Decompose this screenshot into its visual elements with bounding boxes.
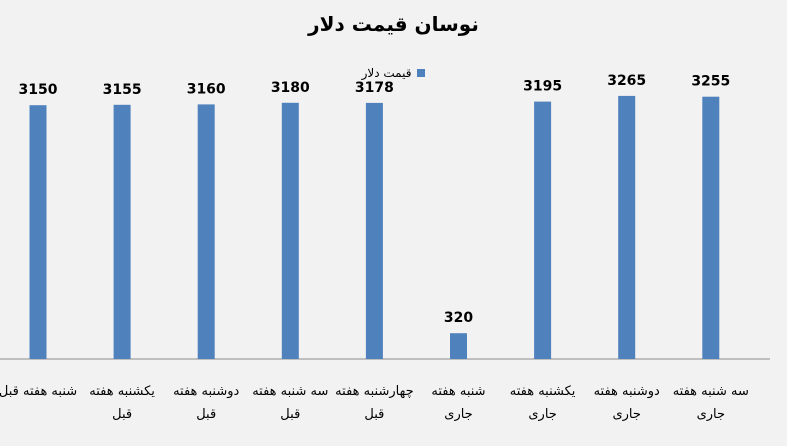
- category-label-7: دوشنبه هفته جاری: [593, 384, 660, 422]
- data-label-8: 3255: [691, 74, 730, 90]
- data-label-6: 3195: [523, 79, 562, 95]
- bar-3: [281, 102, 299, 360]
- bar-7: [618, 95, 636, 360]
- category-label-4: چهارشنبه هفته قبل: [335, 384, 414, 422]
- category-label-0: شنبه هفته قبل: [0, 384, 78, 399]
- data-label-0: 3150: [19, 82, 58, 98]
- data-label-4: 3178: [355, 80, 394, 96]
- category-label-8: سه شنبه هفته جاری: [672, 384, 749, 422]
- data-label-2: 3160: [187, 81, 226, 97]
- category-label-2: دوشنبه هفته قبل: [173, 384, 240, 422]
- legend-swatch: [417, 69, 426, 77]
- legend-label: قیمت دلار: [361, 66, 412, 80]
- bar-6: [534, 101, 552, 359]
- chart-title: نوسان قیمت دلار: [308, 12, 479, 36]
- bar-5: [450, 333, 467, 359]
- category-label-6: یکشنبه هفته جاری: [509, 384, 576, 422]
- legend: قیمت دلار: [0, 66, 787, 80]
- bar-1: [113, 104, 131, 359]
- data-label-3: 3180: [271, 80, 310, 96]
- bar-8: [702, 96, 720, 359]
- category-label-5: شنبه هفته جاری: [431, 384, 486, 422]
- bar-0: [29, 105, 47, 359]
- data-label-7: 3265: [607, 73, 646, 89]
- category-label-3: سه شنبه هفته قبل: [252, 384, 329, 422]
- data-label-1: 3155: [103, 82, 142, 98]
- bar-2: [197, 104, 215, 360]
- category-label-1: یکشنبه هفته قبل: [89, 384, 155, 422]
- data-label-5: 320: [444, 310, 473, 326]
- bar-4: [365, 102, 383, 360]
